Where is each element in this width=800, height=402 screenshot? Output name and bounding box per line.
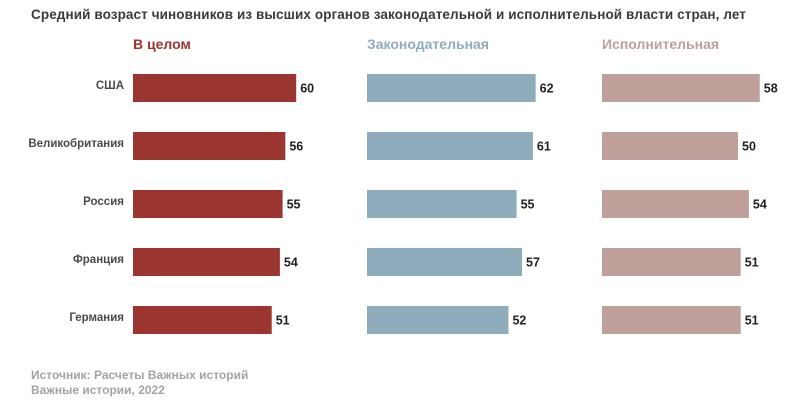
bar-executive-4	[602, 306, 741, 334]
bar-overall-0	[133, 74, 297, 102]
value-label-legislative-0: 62	[540, 82, 554, 96]
bar-executive-3	[602, 248, 741, 276]
bar-executive-1	[602, 132, 738, 160]
bar-legislative-0	[367, 74, 536, 102]
bar-overall-2	[133, 190, 283, 218]
value-label-overall-0: 60	[300, 82, 314, 96]
value-label-executive-1: 50	[742, 140, 756, 154]
chart-subtitle: Средний возраст чиновников из высших орг…	[31, 7, 746, 22]
column-header-legislative: Законодательная	[367, 36, 489, 52]
country-label-germany: Германия	[69, 312, 124, 324]
credit-note: Важные истории, 2022	[31, 383, 165, 397]
value-label-legislative-4: 52	[512, 314, 526, 328]
value-label-executive-4: 51	[745, 314, 759, 328]
column-header-overall: В целом	[133, 36, 191, 52]
value-label-executive-0: 58	[764, 82, 778, 96]
value-label-legislative-1: 61	[537, 140, 551, 154]
value-label-overall-4: 51	[276, 314, 290, 328]
value-label-legislative-3: 57	[526, 256, 540, 270]
bar-executive-2	[602, 190, 749, 218]
bar-overall-4	[133, 306, 272, 334]
source-note: Источник: Расчеты Важных историй	[31, 368, 249, 382]
value-label-overall-3: 54	[284, 256, 298, 270]
column-header-executive: Исполнительная	[602, 36, 720, 52]
bar-overall-1	[133, 132, 286, 160]
value-label-legislative-2: 55	[521, 198, 535, 212]
value-label-overall-1: 56	[289, 140, 303, 154]
bar-legislative-3	[367, 248, 523, 276]
country-label-france: Франция	[72, 254, 124, 266]
bar-legislative-4	[367, 306, 509, 334]
bar-executive-0	[602, 74, 760, 102]
country-label-uk: Великобритания	[28, 138, 124, 150]
value-label-executive-2: 54	[753, 198, 767, 212]
value-label-overall-2: 55	[287, 198, 301, 212]
country-label-russia: Россия	[83, 196, 124, 208]
bar-legislative-2	[367, 190, 517, 218]
bar-overall-3	[133, 248, 280, 276]
country-label-usa: США	[95, 80, 124, 92]
value-label-executive-3: 51	[745, 256, 759, 270]
bar-legislative-1	[367, 132, 533, 160]
